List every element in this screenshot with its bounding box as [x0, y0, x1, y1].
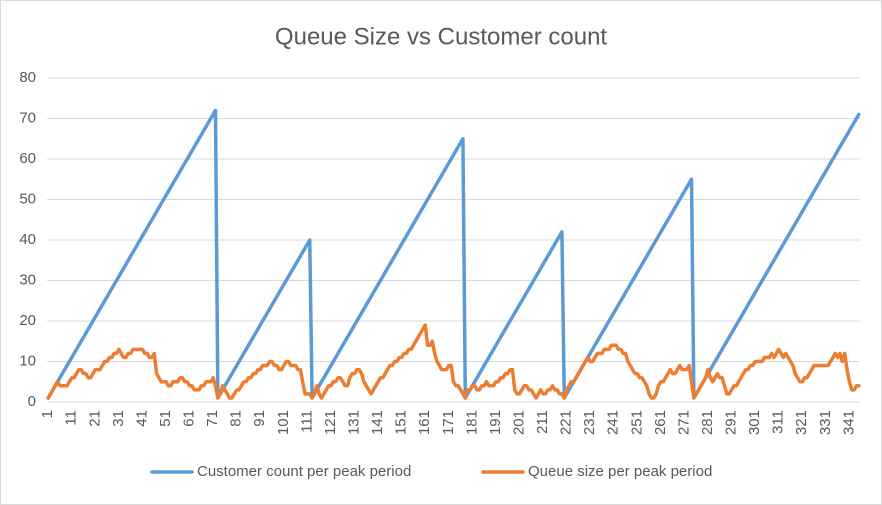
data-line — [46, 323, 861, 400]
x-tick-label: 251 — [628, 410, 645, 435]
x-tick-label: 111 — [298, 410, 315, 433]
x-tick-label: 321 — [793, 410, 810, 435]
x-tick-label: 81 — [228, 410, 245, 427]
x-tick-label: 21 — [86, 410, 103, 427]
legend-label: Customer count per peak period — [197, 463, 411, 480]
y-tick-label: 80 — [19, 69, 36, 86]
y-tick-label: 60 — [19, 150, 36, 167]
x-tick-label: 101 — [275, 410, 292, 435]
x-tick-label: 221 — [558, 410, 575, 435]
x-tick-label: 331 — [817, 410, 834, 435]
x-tick-label: 211 — [534, 410, 551, 434]
x-tick-label: 141 — [369, 410, 386, 435]
x-tick-label: 201 — [510, 410, 527, 435]
data-line — [46, 108, 861, 400]
x-tick-label: 121 — [322, 410, 339, 435]
x-tick-label: 291 — [723, 410, 740, 435]
x-tick-label: 51 — [157, 410, 174, 427]
y-tick-label: 70 — [19, 109, 36, 126]
x-tick-label: 61 — [181, 410, 198, 427]
x-tick-label: 91 — [251, 410, 268, 427]
x-tick-label: 71 — [204, 410, 221, 427]
y-tick-label: 20 — [19, 312, 36, 329]
x-tick-label: 301 — [746, 410, 763, 435]
y-tick-label: 40 — [19, 231, 36, 248]
y-tick-label: 30 — [19, 271, 36, 288]
chart-title: Queue Size vs Customer count — [275, 23, 607, 50]
x-tick-label: 11 — [63, 410, 80, 426]
y-tick-label: 10 — [19, 352, 36, 369]
legend-label: Queue size per peak period — [528, 463, 712, 480]
x-tick-label: 171 — [440, 410, 457, 435]
x-tick-label: 311 — [770, 410, 787, 434]
x-tick-label: 231 — [581, 410, 598, 435]
x-tick-label: 261 — [652, 410, 669, 435]
x-tick-label: 181 — [463, 410, 480, 435]
x-tick-label: 161 — [416, 410, 433, 435]
x-tick-label: 281 — [699, 410, 716, 435]
x-tick-label: 41 — [133, 410, 150, 427]
x-tick-label: 151 — [393, 410, 410, 435]
x-tick-label: 191 — [487, 410, 504, 435]
x-tick-label: 131 — [345, 410, 362, 435]
x-tick-label: 341 — [840, 410, 857, 435]
x-tick-label: 31 — [110, 410, 127, 427]
x-tick-label: 1 — [39, 410, 56, 418]
y-tick-label: 0 — [28, 393, 36, 410]
x-tick-label: 241 — [605, 410, 622, 435]
y-tick-label: 50 — [19, 190, 36, 207]
x-tick-label: 271 — [675, 410, 692, 435]
